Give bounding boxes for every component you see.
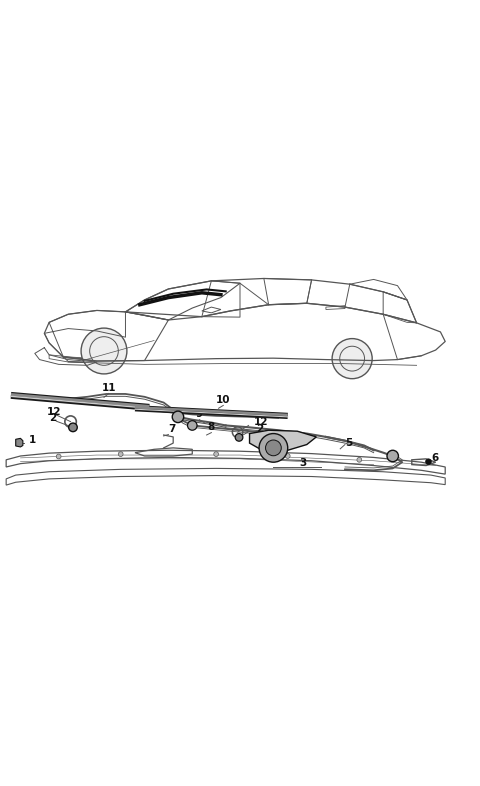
Text: 10: 10	[216, 395, 230, 405]
Circle shape	[332, 339, 372, 379]
Text: 1: 1	[29, 435, 36, 445]
Circle shape	[387, 450, 398, 461]
Circle shape	[259, 434, 288, 462]
Text: 11: 11	[101, 383, 116, 393]
Circle shape	[69, 423, 77, 432]
Text: 6: 6	[431, 453, 438, 463]
Text: 4: 4	[266, 447, 274, 457]
Circle shape	[56, 454, 61, 459]
Circle shape	[357, 457, 362, 462]
Circle shape	[188, 421, 197, 430]
Circle shape	[172, 411, 184, 423]
Text: 9: 9	[196, 409, 203, 419]
Circle shape	[81, 328, 127, 374]
Text: 5: 5	[345, 439, 352, 449]
Circle shape	[285, 454, 290, 458]
Text: 2: 2	[256, 424, 264, 434]
Circle shape	[118, 452, 123, 457]
Circle shape	[214, 452, 218, 457]
Polygon shape	[250, 430, 316, 451]
Text: 12: 12	[253, 417, 268, 428]
Circle shape	[265, 440, 281, 456]
Circle shape	[235, 434, 243, 441]
Text: 7: 7	[168, 424, 176, 434]
Text: 2: 2	[48, 413, 56, 423]
Text: 3: 3	[300, 457, 307, 468]
Text: 12: 12	[47, 407, 61, 417]
Text: 8: 8	[208, 422, 215, 432]
Circle shape	[426, 459, 432, 465]
Polygon shape	[16, 439, 23, 447]
